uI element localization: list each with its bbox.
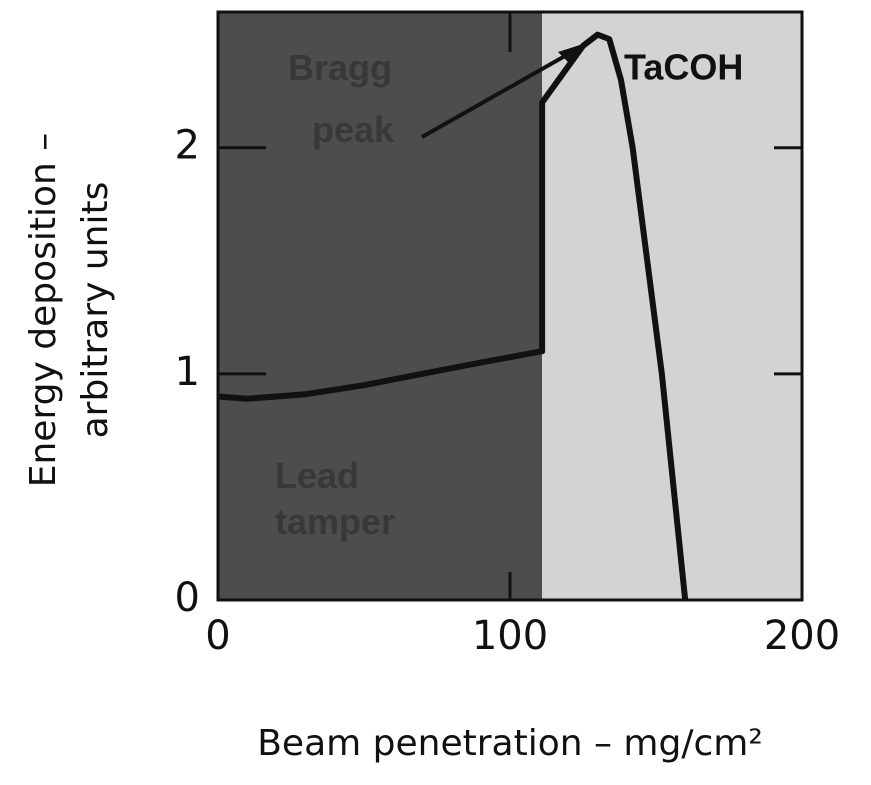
arrow bbox=[421, 50, 573, 139]
x-tick-label: 200 bbox=[764, 613, 840, 659]
region-label-line: Lead bbox=[275, 455, 359, 496]
y-tick-label: 1 bbox=[175, 349, 200, 395]
y-tick-label: 0 bbox=[175, 575, 200, 621]
line bbox=[217, 31, 689, 601]
y-axis-label: Energy deposition – bbox=[23, 133, 64, 488]
region bbox=[218, 12, 543, 600]
region-label: TaCOH bbox=[624, 47, 743, 88]
plot-frame bbox=[216, 10, 804, 602]
x-tick-label: 0 bbox=[205, 613, 230, 659]
x-axis-label: Beam penetration – mg/cm² bbox=[257, 723, 763, 764]
region-label: Lead tamper bbox=[275, 455, 395, 542]
annotation-line: peak bbox=[312, 109, 395, 150]
x-tick-label: 100 bbox=[472, 613, 548, 659]
region-label-line: tamper bbox=[275, 501, 395, 542]
region bbox=[542, 12, 802, 600]
y-axis-label: arbitrary units bbox=[75, 182, 116, 439]
arrow-head bbox=[558, 44, 583, 64]
annotation-line: Bragg bbox=[288, 47, 392, 88]
y-tick-label: 2 bbox=[175, 123, 200, 169]
annotation: Bragg peak bbox=[288, 47, 395, 150]
